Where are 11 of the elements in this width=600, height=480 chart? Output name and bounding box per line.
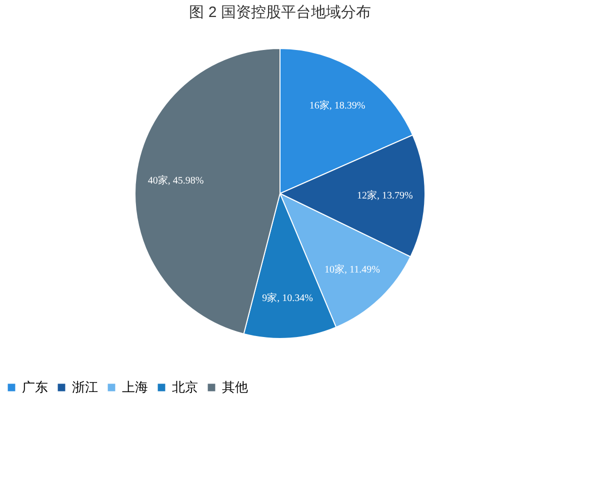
legend-label: 广东 bbox=[22, 380, 48, 395]
data-label: 9家, 10.34% bbox=[262, 292, 313, 304]
legend-label: 上海 bbox=[122, 380, 148, 395]
data-label: 10家, 11.49% bbox=[324, 264, 380, 276]
legend-label: 北京 bbox=[172, 380, 198, 395]
data-label: 16家, 18.39% bbox=[309, 100, 366, 112]
data-label: 40家, 45.98% bbox=[148, 174, 204, 186]
legend-label: 其他 bbox=[222, 380, 248, 395]
data-label: 12家, 13.79% bbox=[357, 189, 413, 202]
legend-label: 浙江 bbox=[72, 380, 98, 395]
chart-title: 图 2 国资控股平台地域分布 bbox=[189, 4, 371, 21]
